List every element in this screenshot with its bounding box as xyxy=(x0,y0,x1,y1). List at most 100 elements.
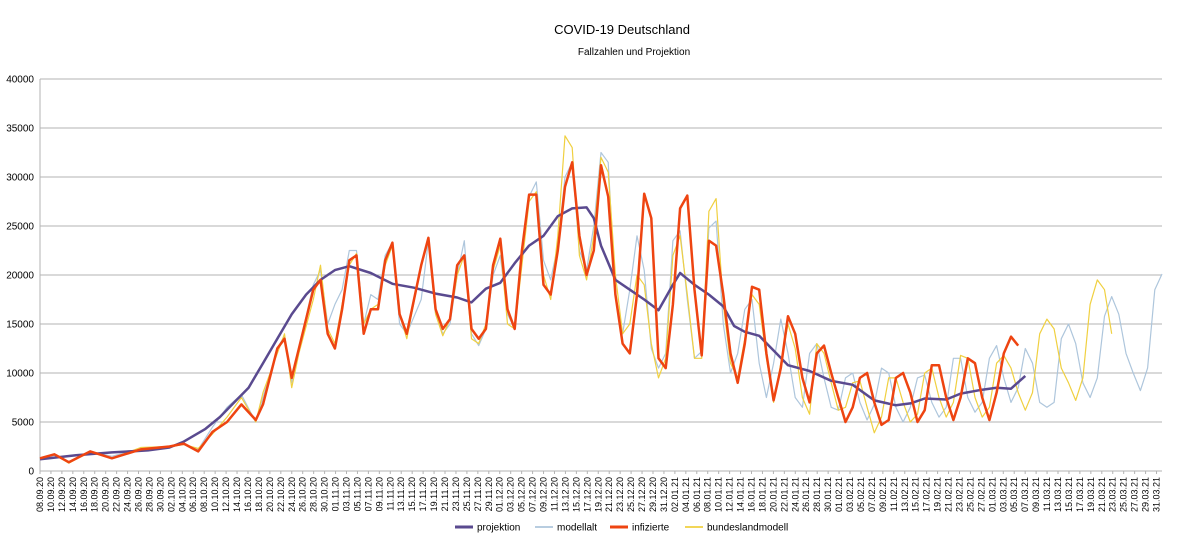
legend-label-projektion: projektion xyxy=(477,523,520,534)
y-tick-label: 35000 xyxy=(6,124,34,135)
y-tick-label: 20000 xyxy=(6,271,34,282)
x-tick-label: 15.02.21 xyxy=(911,477,921,512)
x-tick-label: 18.09.20 xyxy=(90,477,100,512)
x-tick-label: 03.12.20 xyxy=(506,477,516,512)
series-line-projektion xyxy=(39,206,1027,461)
chart-subtitle: Fallzahlen und Projektion xyxy=(578,47,690,58)
x-tick-label: 10.01.21 xyxy=(714,477,724,512)
x-tick-label: 23.11.20 xyxy=(451,477,461,511)
x-tick-label: 13.02.21 xyxy=(900,477,910,512)
x-tick-label: 24.10.20 xyxy=(287,477,297,512)
x-tick-label: 26.09.20 xyxy=(134,477,144,512)
x-tick-label: 19.12.20 xyxy=(593,477,603,512)
x-tick-label: 29.12.20 xyxy=(648,477,658,512)
x-tick-label: 07.03.21 xyxy=(1020,477,1030,512)
series-lines xyxy=(39,135,1163,464)
x-tick-label: 22.01.21 xyxy=(779,477,789,512)
x-tick-label: 25.02.21 xyxy=(965,477,975,512)
x-tick-label: 22.10.20 xyxy=(276,477,286,512)
x-tick-label: 03.11.20 xyxy=(341,477,351,511)
x-tick-label: 19.03.21 xyxy=(1086,477,1096,512)
x-tick-label: 08.09.20 xyxy=(35,477,45,512)
x-tick-label: 05.12.20 xyxy=(517,477,527,512)
legend-label-infizierte: infizierte xyxy=(632,523,670,534)
x-tick-label: 31.12.20 xyxy=(659,477,669,512)
x-tick-label: 03.02.21 xyxy=(845,477,855,512)
x-tick-label: 19.11.20 xyxy=(429,477,439,511)
y-tick-label: 25000 xyxy=(6,222,34,233)
x-tick-label: 23.02.21 xyxy=(954,477,964,512)
x-tick-label: 06.01.21 xyxy=(692,477,702,512)
x-tick-label: 17.02.21 xyxy=(922,477,932,512)
x-tick-label: 01.11.20 xyxy=(331,477,341,511)
x-tick-label: 28.01.21 xyxy=(812,477,822,512)
x-tick-label: 08.10.20 xyxy=(199,477,209,512)
x-tick-label: 15.11.20 xyxy=(407,477,417,511)
x-tick-label: 09.11.20 xyxy=(374,477,384,511)
x-tick-label: 10.09.20 xyxy=(46,477,56,512)
x-tick-label: 23.03.21 xyxy=(1108,477,1118,512)
x-tick-label: 05.02.21 xyxy=(856,477,866,512)
series-line-infizierte xyxy=(39,161,1020,464)
x-tick-label: 11.02.21 xyxy=(889,477,899,511)
x-tick-label: 30.10.20 xyxy=(320,477,330,512)
x-tick-label: 24.01.21 xyxy=(790,477,800,512)
x-tick-label: 09.03.21 xyxy=(1031,477,1041,512)
x-tick-label: 10.10.20 xyxy=(210,477,220,512)
x-tick-label: 20.09.20 xyxy=(101,477,111,512)
series-line-modellalt xyxy=(39,151,1163,463)
x-tick-label: 01.12.20 xyxy=(495,477,505,512)
x-tick-label: 01.03.21 xyxy=(987,477,997,512)
legend-label-modellalt: modellalt xyxy=(557,523,597,534)
x-tick-label: 17.11.20 xyxy=(418,477,428,511)
x-axis-ticks: 08.09.20 10.09.20 12.09.20 14.09.20 16.09.20… xyxy=(35,471,1162,512)
x-tick-label: 27.03.21 xyxy=(1130,477,1140,512)
x-tick-label: 08.01.21 xyxy=(703,477,713,512)
x-tick-label: 31.03.21 xyxy=(1152,477,1162,512)
x-tick-label: 07.11.20 xyxy=(363,477,373,511)
x-tick-label: 02.01.21 xyxy=(670,477,680,512)
x-tick-label: 11.03.21 xyxy=(1042,477,1052,511)
x-tick-label: 15.12.20 xyxy=(571,477,581,512)
x-tick-label: 25.12.20 xyxy=(626,477,636,512)
x-tick-label: 26.10.20 xyxy=(298,477,308,512)
x-tick-label: 05.03.21 xyxy=(1009,477,1019,512)
x-tick-label: 26.01.21 xyxy=(801,477,811,512)
x-tick-label: 17.03.21 xyxy=(1075,477,1085,512)
x-tick-label: 09.12.20 xyxy=(539,477,549,512)
x-tick-label: 21.12.20 xyxy=(604,477,614,512)
x-tick-label: 29.03.21 xyxy=(1141,477,1151,512)
x-tick-label: 12.10.20 xyxy=(221,477,231,512)
x-tick-label: 20.10.20 xyxy=(265,477,275,512)
x-tick-label: 16.10.20 xyxy=(243,477,253,512)
x-tick-label: 20.01.21 xyxy=(768,477,778,512)
x-tick-label: 22.09.20 xyxy=(112,477,122,512)
x-tick-label: 28.09.20 xyxy=(144,477,154,512)
x-tick-label: 06.10.20 xyxy=(188,477,198,512)
x-tick-label: 21.03.21 xyxy=(1097,477,1107,512)
x-tick-label: 28.10.20 xyxy=(309,477,319,512)
y-tick-label: 40000 xyxy=(6,75,34,86)
x-tick-label: 21.11.20 xyxy=(440,477,450,511)
x-tick-label: 09.02.21 xyxy=(878,477,888,512)
x-tick-label: 15.03.21 xyxy=(1064,477,1074,512)
x-tick-label: 04.10.20 xyxy=(177,477,187,512)
x-tick-label: 04.01.21 xyxy=(681,477,691,512)
x-tick-label: 27.02.21 xyxy=(976,477,986,512)
x-tick-label: 11.12.20 xyxy=(549,477,559,511)
x-tick-label: 25.03.21 xyxy=(1119,477,1129,512)
x-tick-label: 13.11.20 xyxy=(396,477,406,511)
x-tick-label: 01.02.21 xyxy=(834,477,844,512)
x-tick-label: 14.01.21 xyxy=(736,477,746,512)
y-tick-label: 30000 xyxy=(6,173,34,184)
y-axis-ticks: 0 5000 10000 15000 20000 25000 30000 35000 40000 xyxy=(6,75,34,478)
x-tick-label: 30.01.21 xyxy=(823,477,833,512)
x-tick-label: 02.10.20 xyxy=(166,477,176,512)
x-tick-label: 11.11.20 xyxy=(385,477,395,511)
x-tick-label: 13.03.21 xyxy=(1053,477,1063,512)
x-tick-label: 18.01.21 xyxy=(757,477,767,512)
x-tick-label: 27.11.20 xyxy=(473,477,483,511)
x-tick-label: 03.03.21 xyxy=(998,477,1008,512)
x-tick-label: 23.12.20 xyxy=(615,477,625,512)
x-tick-label: 12.01.21 xyxy=(725,477,735,512)
